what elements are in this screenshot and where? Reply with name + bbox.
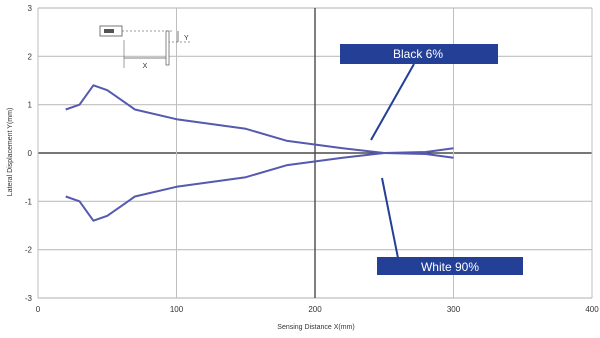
y-tick-label: 1 bbox=[28, 101, 33, 110]
sensor-lens-icon bbox=[104, 29, 114, 33]
y-tick-label: 2 bbox=[28, 52, 33, 61]
x-tick-label: 200 bbox=[308, 305, 322, 314]
sensor-inset-diagram: X Y bbox=[99, 25, 190, 70]
x-tick-label: 0 bbox=[36, 305, 41, 314]
target-marker bbox=[165, 30, 170, 66]
black-callout-leader bbox=[370, 63, 415, 141]
y-tick-label: 0 bbox=[28, 149, 33, 158]
y-tick-label: -3 bbox=[25, 294, 33, 303]
y-tick-label: -2 bbox=[25, 246, 33, 255]
white-callout-box bbox=[377, 257, 523, 275]
black-callout: Black 6% bbox=[340, 44, 498, 141]
x-tick-label: 100 bbox=[170, 305, 184, 314]
x-axis-title: Sensing Distance X(mm) bbox=[277, 324, 354, 331]
white-callout-leader bbox=[381, 177, 399, 259]
data-series bbox=[65, 84, 454, 222]
black-callout-box bbox=[340, 44, 498, 64]
black-callout-label: Black 6% bbox=[393, 47, 443, 61]
inset-y-label: Y bbox=[184, 35, 189, 42]
white-callout: White 90% bbox=[377, 177, 523, 275]
y-axis-title: Lateral Displacement Y(mm) bbox=[7, 108, 14, 197]
x-tick-label: 400 bbox=[585, 305, 599, 314]
grid-lines bbox=[37, 7, 593, 299]
x-tick-label: 300 bbox=[447, 305, 461, 314]
inset-x-label: X bbox=[143, 63, 148, 70]
white-callout-label: White 90% bbox=[421, 260, 479, 274]
y-tick-label: 3 bbox=[28, 4, 33, 13]
y-tick-label: -1 bbox=[25, 197, 33, 206]
white-90-series-line bbox=[65, 147, 454, 222]
